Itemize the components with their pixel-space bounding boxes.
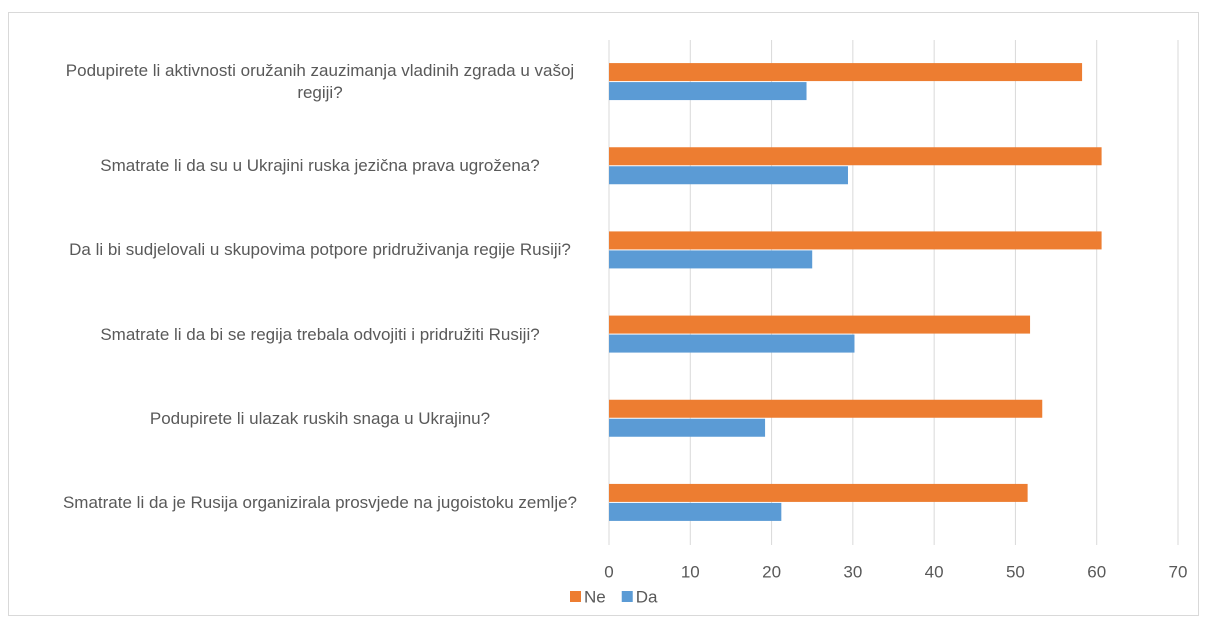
bar [609,334,855,353]
x-tick-label: 10 [681,562,700,581]
legend-label: Ne [584,587,606,606]
x-tick-label: 0 [604,562,613,581]
bar [609,166,848,185]
chart-border [8,12,1199,616]
bar [609,502,782,521]
bar [609,315,1031,334]
bar [609,82,807,101]
category-label: Da li bi sudjelovali u skupovima potpore… [69,240,571,260]
category-label: Podupirete li ulazak ruskih snaga u Ukra… [149,408,491,428]
category-label: Smatrate li da je Rusija organizirala pr… [62,492,578,512]
bar [609,418,766,437]
bar [609,250,813,269]
bar [609,147,1102,166]
x-tick-label: 50 [1006,562,1025,581]
bar [609,399,1043,418]
x-tick-label: 70 [1169,562,1188,581]
x-tick-label: 40 [925,562,944,581]
x-tick-label: 20 [762,562,781,581]
legend-swatch [570,591,581,602]
bar [609,231,1102,250]
x-tick-label: 30 [843,562,862,581]
x-tick-label: 60 [1087,562,1106,581]
category-label: Smatrate li da bi se regija trebala odvo… [100,324,540,344]
legend-swatch [621,591,633,602]
legend-label: Da [636,587,658,606]
bar [609,63,1083,82]
bar [609,483,1028,502]
category-label: Smatrate li da su u Ukrajini ruska jezič… [100,156,540,176]
category-label: Podupirete li aktivnosti oružanih zauzim… [65,61,575,103]
